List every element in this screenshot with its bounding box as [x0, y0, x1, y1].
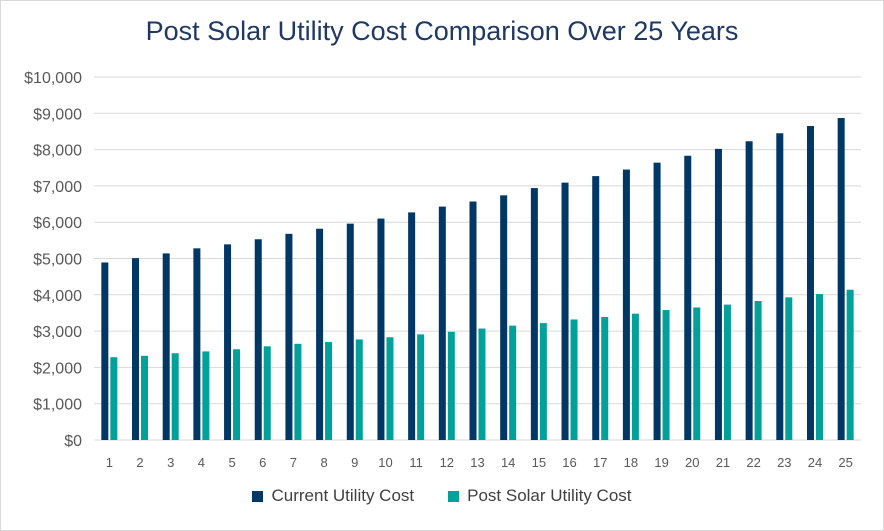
y-tick-label: $1,000: [33, 397, 82, 414]
bar-post-solar: [294, 343, 302, 440]
y-tick-label: $6,000: [33, 215, 82, 232]
bar-current: [592, 176, 600, 440]
bar-post-solar: [355, 339, 363, 440]
y-tick-label: $9,000: [33, 106, 82, 123]
bar-post-solar: [662, 310, 670, 440]
bar-current: [316, 228, 324, 440]
bar-post-solar: [447, 331, 455, 440]
legend-swatch-post-solar: [448, 490, 460, 502]
x-tick-label: 11: [409, 455, 423, 470]
y-tick-label: $4,000: [33, 288, 82, 305]
x-tick-label: 13: [470, 455, 484, 470]
y-tick-label: $0: [64, 433, 82, 450]
bar-current: [408, 212, 416, 440]
bar-post-solar: [754, 300, 762, 440]
legend-label-current: Current Utility Cost: [271, 486, 415, 505]
bar-current: [162, 253, 170, 440]
bar-post-solar: [601, 316, 609, 440]
x-tick-label: 2: [136, 455, 143, 470]
bar-post-solar: [325, 341, 333, 440]
bar-post-solar: [263, 346, 271, 440]
x-tick-label: 23: [777, 455, 791, 470]
y-tick-label: $2,000: [33, 360, 82, 377]
bar-post-solar: [815, 294, 823, 440]
x-tick-label: 12: [440, 455, 454, 470]
bar-current: [806, 126, 814, 440]
bar-current: [745, 141, 753, 440]
x-tick-label: 20: [685, 455, 699, 470]
bar-current: [438, 206, 446, 440]
bar-current: [132, 258, 140, 440]
bar-current: [776, 133, 784, 440]
bar-current: [285, 233, 293, 440]
bar-current: [377, 218, 385, 440]
x-tick-label: 19: [654, 455, 668, 470]
y-tick-label: $5,000: [33, 252, 82, 269]
bar-post-solar: [386, 337, 394, 440]
y-tick-label: $8,000: [33, 143, 82, 160]
legend: Current Utility Cost Post Solar Utility …: [0, 486, 884, 506]
bar-post-solar: [693, 307, 701, 440]
bar-current: [254, 239, 262, 440]
x-tick-label: 3: [167, 455, 174, 470]
bar-post-solar: [539, 323, 547, 440]
bar-current: [714, 148, 722, 440]
x-tick-label: 24: [808, 455, 822, 470]
x-tick-label: 6: [259, 455, 266, 470]
legend-item-post-solar: Post Solar Utility Cost: [448, 486, 632, 506]
bar-current: [346, 223, 354, 440]
bar-post-solar: [509, 325, 517, 440]
bar-post-solar: [171, 353, 179, 440]
bar-post-solar: [202, 351, 210, 440]
bar-post-solar: [631, 313, 639, 440]
bar-post-solar: [570, 319, 578, 440]
bar-post-solar: [417, 334, 425, 440]
bar-current: [101, 262, 109, 440]
x-tick-label: 21: [716, 455, 730, 470]
x-tick-label: 22: [746, 455, 760, 470]
bar-post-solar: [785, 297, 793, 440]
x-tick-label: 14: [501, 455, 515, 470]
bar-current: [530, 188, 538, 440]
x-tick-label: 25: [838, 455, 852, 470]
bar-post-solar: [723, 304, 731, 440]
x-tick-label: 9: [351, 455, 358, 470]
bar-current: [469, 201, 477, 440]
bar-current: [500, 195, 508, 440]
bar-current: [622, 169, 630, 440]
bar-current: [193, 248, 201, 440]
legend-swatch-current: [252, 490, 264, 502]
bar-post-solar: [846, 289, 854, 440]
x-tick-label: 1: [106, 455, 113, 470]
x-tick-label: 17: [593, 455, 607, 470]
bar-post-solar: [478, 328, 486, 440]
x-tick-label: 10: [378, 455, 392, 470]
bar-post-solar: [110, 357, 118, 440]
chart-title: Post Solar Utility Cost Comparison Over …: [145, 16, 739, 46]
y-tick-label: $7,000: [33, 179, 82, 196]
y-tick-label: $10,000: [24, 70, 82, 87]
x-tick-label: 15: [532, 455, 546, 470]
x-tick-label: 18: [624, 455, 638, 470]
bar-current: [224, 244, 232, 440]
legend-label-post-solar: Post Solar Utility Cost: [467, 486, 632, 505]
x-tick-label: 5: [228, 455, 235, 470]
y-tick-label: $3,000: [33, 324, 82, 341]
bar-post-solar: [233, 349, 241, 440]
x-tick-label: 4: [198, 455, 205, 470]
x-tick-label: 8: [320, 455, 327, 470]
bar-post-solar: [141, 355, 149, 440]
x-tick-label: 16: [562, 455, 576, 470]
bar-current: [561, 182, 569, 440]
bar-current: [653, 162, 661, 440]
x-tick-label: 7: [290, 455, 297, 470]
bar-current: [837, 118, 845, 441]
legend-item-current: Current Utility Cost: [252, 486, 414, 506]
bar-current: [684, 155, 692, 440]
